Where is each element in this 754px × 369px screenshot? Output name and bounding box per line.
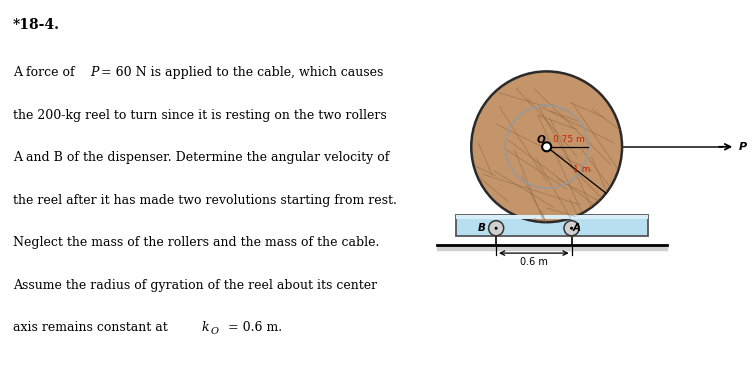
Circle shape [570,227,573,230]
Circle shape [495,227,498,230]
Text: the reel after it has made two revolutions starting from rest.: the reel after it has made two revolutio… [13,194,397,207]
Bar [456,215,648,219]
Text: P: P [739,142,747,152]
Text: A: A [572,223,581,233]
Circle shape [542,142,551,151]
Text: P: P [90,66,99,79]
Text: the 200-kg reel to turn since it is resting on the two rollers: the 200-kg reel to turn since it is rest… [13,109,387,122]
Text: O: O [537,135,546,145]
Text: = 0.6 m.: = 0.6 m. [224,321,282,334]
Text: *18-4.: *18-4. [13,18,60,32]
Text: k: k [201,321,209,334]
Circle shape [489,221,504,236]
Text: Assume the radius of gyration of the reel about its center: Assume the radius of gyration of the ree… [13,279,377,292]
Text: axis remains constant at: axis remains constant at [13,321,172,334]
Text: O: O [210,327,218,335]
Text: 0.75 m: 0.75 m [553,135,585,144]
Bar [456,215,648,236]
Circle shape [564,221,579,236]
Circle shape [471,71,622,222]
Text: A force of: A force of [13,66,78,79]
Text: 0.6 m: 0.6 m [520,257,547,267]
Text: 1 m: 1 m [573,165,590,174]
Text: B: B [478,223,486,233]
Text: A and B of the dispenser. Determine the angular velocity of: A and B of the dispenser. Determine the … [13,151,389,164]
Text: Neglect the mass of the rollers and the mass of the cable.: Neglect the mass of the rollers and the … [13,236,379,249]
Text: = 60 N is applied to the cable, which causes: = 60 N is applied to the cable, which ca… [97,66,383,79]
